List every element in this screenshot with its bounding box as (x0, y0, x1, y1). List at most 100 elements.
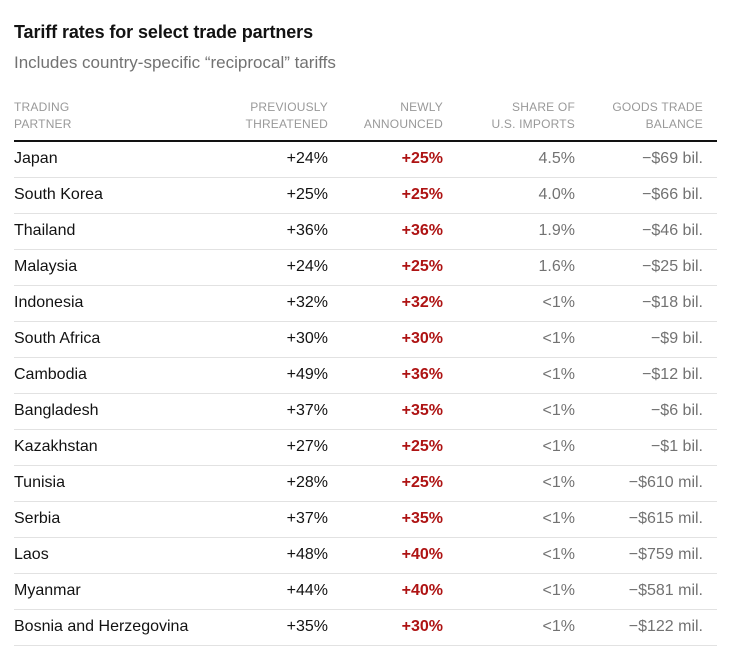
table-header-row: TRADING PARTNER PREVIOUSLY THREATENED NE… (14, 99, 717, 142)
column-header-line: THREATENED (245, 117, 328, 132)
cell-previously-threatened: +27% (286, 438, 328, 456)
cell-share-of-imports: <1% (542, 330, 575, 348)
cell-trading-partner: Serbia (14, 510, 61, 528)
page-title: Tariff rates for select trade partners (14, 22, 313, 42)
cell-share-of-imports: <1% (542, 510, 575, 528)
cell-previously-threatened: +30% (286, 330, 328, 348)
cell-newly-announced: +30% (401, 330, 443, 348)
cell-share-of-imports: <1% (542, 402, 575, 420)
cell-share-of-imports: <1% (542, 366, 575, 384)
cell-newly-announced: +36% (401, 222, 443, 240)
column-header-line: ANNOUNCED (363, 117, 443, 132)
table-row: Serbia +37% +35% <1% −$615 mil. (14, 502, 717, 538)
cell-trading-partner: Malaysia (14, 258, 78, 276)
table-row: Malaysia +24% +25% 1.6% −$25 bil. (14, 250, 717, 286)
column-header-line: SHARE OF (512, 100, 575, 114)
cell-trading-partner: Cambodia (14, 366, 87, 384)
cell-goods-trade-balance: −$122 mil. (628, 618, 703, 636)
table-row: Myanmar +44% +40% <1% −$581 mil. (14, 574, 717, 610)
cell-newly-announced: +40% (401, 546, 443, 564)
cell-newly-announced: +25% (401, 258, 443, 276)
column-header-line: NEWLY (400, 100, 443, 114)
cell-share-of-imports: <1% (542, 546, 575, 564)
cell-share-of-imports: <1% (542, 618, 575, 636)
table-row: Bosnia and Herzegovina +35% +30% <1% −$122 m… (14, 610, 717, 646)
table-row: Thailand +36% +36% 1.9% −$46 bil. (14, 214, 717, 250)
cell-trading-partner: Bangladesh (14, 402, 99, 420)
cell-newly-announced: +32% (401, 294, 443, 312)
table-row: Cambodia +49% +36% <1% −$12 bil. (14, 358, 717, 394)
cell-previously-threatened: +49% (286, 366, 328, 384)
column-header-trading-partner: TRADING PARTNER (14, 99, 214, 141)
column-header-previously-threatened: PREVIOUSLY THREATENED (214, 99, 328, 141)
cell-previously-threatened: +37% (286, 510, 328, 528)
cell-previously-threatened: +24% (286, 150, 328, 168)
cell-previously-threatened: +24% (286, 258, 328, 276)
cell-share-of-imports: 4.5% (538, 150, 575, 168)
table-row: Tunisia +28% +25% <1% −$610 mil. (14, 466, 717, 502)
table-row: Japan +24% +25% 4.5% −$69 bil. (14, 141, 717, 178)
cell-previously-threatened: +44% (286, 582, 328, 600)
cell-share-of-imports: <1% (542, 582, 575, 600)
cell-newly-announced: +30% (401, 618, 443, 636)
cell-newly-announced: +35% (401, 510, 443, 528)
column-header-goods-trade-balance: GOODS TRADE BALANCE (575, 99, 717, 141)
table-row: Laos +48% +40% <1% −$759 mil. (14, 538, 717, 574)
cell-goods-trade-balance: −$1 bil. (650, 438, 703, 456)
table-row: Indonesia +32% +32% <1% −$18 bil. (14, 286, 717, 322)
cell-newly-announced: +25% (401, 150, 443, 168)
cell-share-of-imports: 1.9% (538, 222, 575, 240)
cell-goods-trade-balance: −$18 bil. (642, 294, 703, 312)
cell-goods-trade-balance: −$66 bil. (642, 186, 703, 204)
cell-goods-trade-balance: −$25 bil. (642, 258, 703, 276)
cell-goods-trade-balance: −$69 bil. (642, 150, 703, 168)
tariff-table: TRADING PARTNER PREVIOUSLY THREATENED NE… (14, 99, 717, 646)
cell-previously-threatened: +48% (286, 546, 328, 564)
cell-newly-announced: +35% (401, 402, 443, 420)
page-subtitle: Includes country-specific “reciprocal” t… (14, 53, 336, 72)
cell-trading-partner: Myanmar (14, 582, 81, 600)
cell-trading-partner: Japan (14, 150, 58, 168)
cell-goods-trade-balance: −$12 bil. (642, 366, 703, 384)
cell-share-of-imports: 1.6% (538, 258, 575, 276)
column-header-line: PARTNER (14, 117, 72, 132)
column-header-line: PREVIOUSLY (250, 100, 328, 114)
cell-trading-partner: Kazakhstan (14, 438, 98, 456)
cell-trading-partner: Laos (14, 546, 49, 564)
column-header-line: BALANCE (645, 117, 703, 132)
table-body: Japan +24% +25% 4.5% −$69 bil. South Korea +25… (14, 141, 717, 646)
cell-newly-announced: +25% (401, 438, 443, 456)
cell-share-of-imports: <1% (542, 438, 575, 456)
cell-previously-threatened: +35% (286, 618, 328, 636)
cell-goods-trade-balance: −$759 mil. (628, 546, 703, 564)
cell-trading-partner: Tunisia (14, 474, 65, 492)
cell-previously-threatened: +32% (286, 294, 328, 312)
cell-share-of-imports: 4.0% (538, 186, 575, 204)
cell-previously-threatened: +37% (286, 402, 328, 420)
cell-newly-announced: +25% (401, 186, 443, 204)
cell-previously-threatened: +28% (286, 474, 328, 492)
table-row: South Africa +30% +30% <1% −$9 bil. (14, 322, 717, 358)
cell-goods-trade-balance: −$9 bil. (650, 330, 703, 348)
table-row: South Korea +25% +25% 4.0% −$66 bil. (14, 178, 717, 214)
cell-share-of-imports: <1% (542, 294, 575, 312)
table-row: Bangladesh +37% +35% <1% −$6 bil. (14, 394, 717, 430)
column-header-line: U.S. IMPORTS (491, 117, 575, 132)
cell-previously-threatened: +25% (286, 186, 328, 204)
column-header-line: TRADING (14, 100, 70, 114)
table-row: Kazakhstan +27% +25% <1% −$1 bil. (14, 430, 717, 466)
cell-newly-announced: +36% (401, 366, 443, 384)
column-header-share-of-imports: SHARE OF U.S. IMPORTS (443, 99, 575, 141)
column-header-newly-announced: NEWLY ANNOUNCED (328, 99, 443, 141)
cell-goods-trade-balance: −$615 mil. (628, 510, 703, 528)
cell-previously-threatened: +36% (286, 222, 328, 240)
cell-goods-trade-balance: −$581 mil. (628, 582, 703, 600)
cell-newly-announced: +25% (401, 474, 443, 492)
cell-trading-partner: South Africa (14, 330, 101, 348)
cell-share-of-imports: <1% (542, 474, 575, 492)
cell-trading-partner: Thailand (14, 222, 76, 240)
cell-goods-trade-balance: −$46 bil. (642, 222, 703, 240)
column-header-line: GOODS TRADE (612, 100, 703, 114)
cell-newly-announced: +40% (401, 582, 443, 600)
cell-goods-trade-balance: −$6 bil. (650, 402, 703, 420)
